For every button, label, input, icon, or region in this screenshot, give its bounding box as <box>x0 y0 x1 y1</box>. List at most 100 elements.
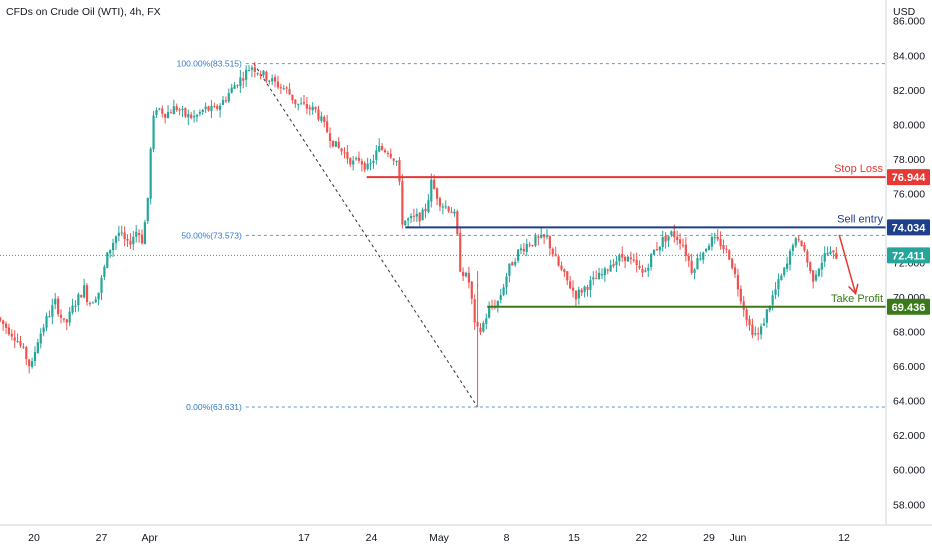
candle-body <box>742 301 745 310</box>
candle-body <box>705 248 708 252</box>
candle-body <box>473 299 476 323</box>
candle-body <box>273 77 277 82</box>
candle-body <box>731 258 734 269</box>
candle-body <box>687 255 690 261</box>
candle-body <box>812 270 815 282</box>
candle-body <box>0 317 2 321</box>
candle-body <box>441 206 444 208</box>
arrow-head <box>848 283 859 296</box>
candle-body <box>464 273 468 277</box>
candle-body <box>360 161 363 165</box>
candle-body <box>59 314 63 318</box>
candle-body <box>618 255 621 262</box>
candle-body <box>271 78 274 82</box>
candle-body <box>424 208 427 212</box>
plot-area[interactable]: 100.00%(83.515) 50.00%(73.573) 0.00%(63.63… <box>0 59 886 412</box>
candle-body <box>314 107 317 110</box>
candle-body <box>459 232 462 272</box>
candle-body <box>169 112 173 114</box>
candle-body <box>51 305 54 317</box>
candle-body <box>259 74 262 76</box>
candle-body <box>505 276 508 288</box>
candle-body <box>57 298 60 314</box>
candle-body <box>334 141 337 147</box>
candle-body <box>302 102 306 104</box>
candle-body <box>172 106 175 115</box>
time-tick-label: 29 <box>703 532 715 544</box>
price-axis[interactable]: 58.00060.00062.00064.00066.00068.00070.0… <box>893 16 925 512</box>
candle-body <box>224 100 227 102</box>
candle-body <box>719 238 722 247</box>
candle-body <box>221 100 225 105</box>
candle-body <box>751 324 754 336</box>
candle-body <box>204 106 207 110</box>
candle-body <box>681 244 685 246</box>
candle-body <box>195 114 199 117</box>
candle-body <box>722 244 725 250</box>
candle-body <box>638 266 641 269</box>
candle-body <box>780 275 783 280</box>
candle-body <box>198 112 201 114</box>
candle-body <box>65 319 68 323</box>
time-axis[interactable]: 20 27 Apr 17 24 May 8 15 22 29 Jun 12 <box>28 532 850 544</box>
candle-body <box>716 236 719 240</box>
candle-body <box>748 319 751 326</box>
candle-body <box>476 321 479 327</box>
candle-body <box>135 231 138 237</box>
level-name-label: Stop Loss <box>834 163 883 175</box>
candle-body <box>597 272 601 280</box>
candle-body <box>467 272 470 283</box>
candle-body <box>519 248 523 251</box>
candle-body <box>632 259 635 261</box>
candle-body <box>326 121 329 133</box>
candle-body <box>629 257 633 260</box>
candle-body <box>415 214 418 217</box>
candle-body <box>123 232 126 240</box>
candle-body <box>166 112 170 118</box>
candle-body <box>609 265 612 272</box>
trade-levels: Stop Loss Sell entry Take Profit <box>0 163 886 308</box>
price-tick-label: 68.000 <box>893 327 925 339</box>
candle-body <box>522 248 525 252</box>
candle-body <box>551 248 554 255</box>
candle-body <box>404 220 407 226</box>
price-badges: 76.944 74.034 69.436 72.411 <box>887 169 930 315</box>
time-tick-label: 24 <box>366 532 378 544</box>
candle-body <box>479 327 482 333</box>
candle-body <box>207 106 210 111</box>
candle-body <box>791 245 795 251</box>
candle-body <box>357 157 361 161</box>
candle-body <box>548 236 552 249</box>
price-tick-label: 66.000 <box>893 361 925 373</box>
current-price-text: 72.411 <box>892 250 925 262</box>
candle-body <box>676 236 679 240</box>
candle-body <box>120 232 123 234</box>
candle-body <box>48 316 51 318</box>
candle-body <box>138 232 141 236</box>
candle-body <box>253 67 256 72</box>
candle-body <box>835 253 838 259</box>
candle-body <box>389 153 392 158</box>
candle-body <box>667 236 670 241</box>
candle-body <box>383 150 387 153</box>
price-tick-label: 80.000 <box>893 119 925 131</box>
candle-body <box>363 163 366 170</box>
candle-body <box>158 108 161 110</box>
candle-body <box>308 107 311 110</box>
candle-body <box>511 262 514 266</box>
candle-body <box>294 99 297 104</box>
candle-body <box>438 198 442 207</box>
candle-body <box>346 151 349 159</box>
candle-body <box>412 215 416 217</box>
level-name-label: Sell entry <box>837 213 883 225</box>
candle-body <box>4 323 8 328</box>
candle-body <box>652 249 656 255</box>
candle-body <box>600 274 604 276</box>
candle-body <box>462 271 465 277</box>
candle-body <box>647 268 650 271</box>
candle-body <box>245 69 248 80</box>
candle-body <box>276 81 280 88</box>
candle-body <box>36 342 39 354</box>
candle-body <box>650 253 653 267</box>
